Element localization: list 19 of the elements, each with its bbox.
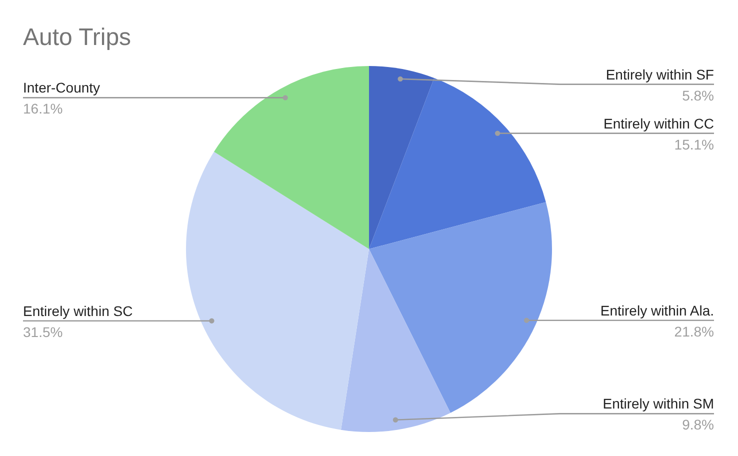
slice-label: Entirely within SF <box>606 66 714 82</box>
data-label: 15.1% <box>674 136 714 152</box>
data-label: 16.1% <box>23 100 63 117</box>
pie-slice <box>369 202 552 413</box>
pie-slice <box>340 249 450 432</box>
data-label: 31.5% <box>23 324 63 340</box>
data-label: 21.8% <box>674 323 714 340</box>
data-label: 9.8% <box>682 416 714 433</box>
slice-label: Entirely within CC <box>604 115 714 132</box>
slice-label: Entirely within SC <box>23 302 133 319</box>
chart-title: Auto Trips <box>23 24 132 51</box>
slice-label: Inter-County <box>23 80 100 96</box>
pie-slice <box>186 152 369 430</box>
slice-label: Entirely within Ala. <box>600 302 714 318</box>
pie-slice <box>369 66 434 249</box>
pie-slice <box>369 78 546 249</box>
data-label: 5.8% <box>682 87 714 104</box>
slice-label: Entirely within SM <box>602 396 714 412</box>
pie-slice <box>214 66 369 249</box>
